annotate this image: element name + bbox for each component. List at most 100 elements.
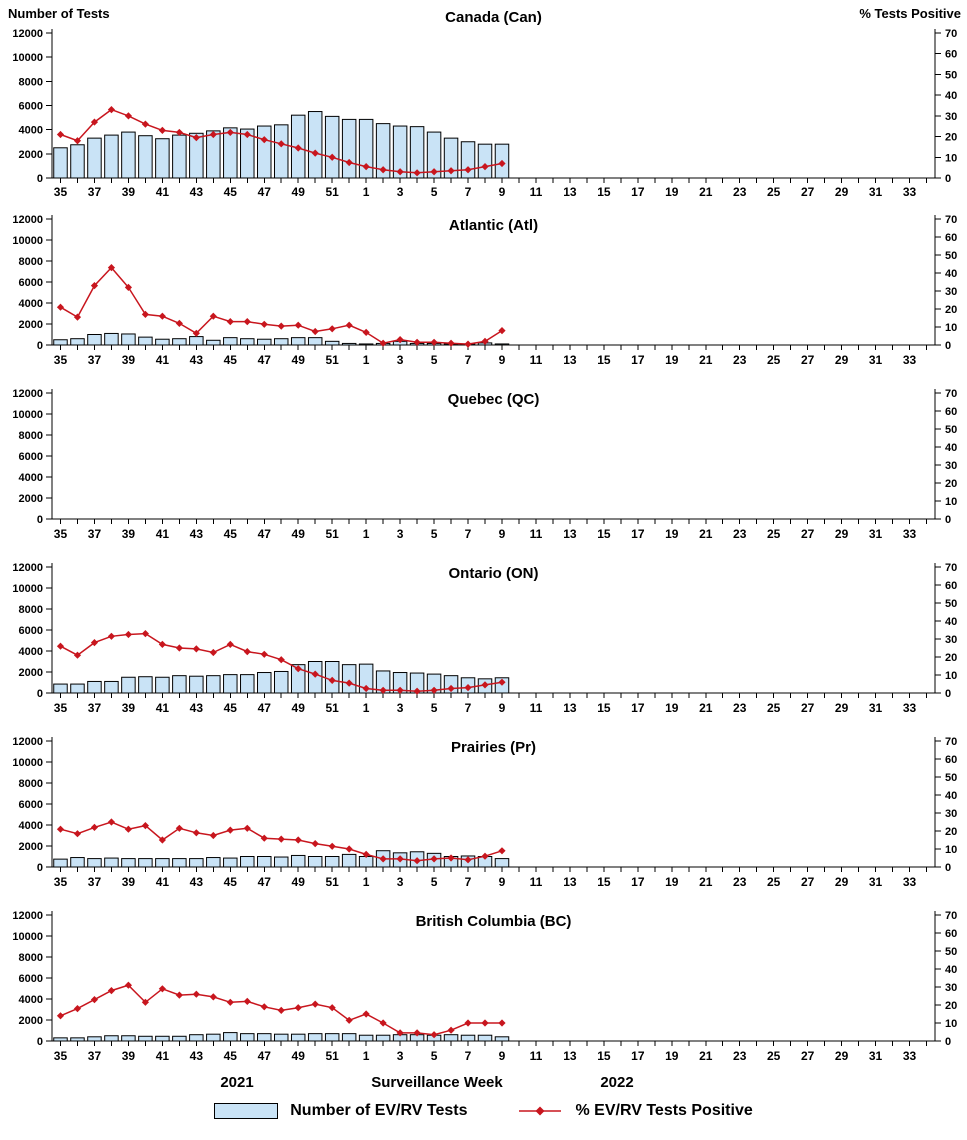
x-tick-label: 49 — [292, 527, 306, 541]
line-marker-week-46 — [243, 318, 251, 326]
x-tick-label: 17 — [631, 701, 645, 715]
line-marker-week-7 — [464, 1019, 472, 1027]
y-right-tick-label: 10 — [945, 1018, 957, 1030]
line-marker-week-44 — [209, 648, 217, 657]
line-marker-week-40 — [141, 998, 149, 1006]
line-marker-week-43 — [192, 134, 200, 142]
bar-week-37 — [87, 858, 102, 868]
bar-week-38 — [104, 680, 119, 694]
axes — [51, 737, 936, 868]
legend: Number of EV/RV Tests % EV/RV Tests Posi… — [0, 1102, 967, 1120]
x-tick-label: 15 — [597, 527, 611, 541]
x-tick-label: 1 — [363, 875, 370, 889]
line-marker-week-1 — [362, 1010, 370, 1018]
bar-week-41 — [155, 138, 170, 179]
bar-week-41 — [155, 676, 170, 694]
bar-week-38 — [104, 332, 119, 346]
x-tick-label: 35 — [54, 1049, 68, 1063]
line-marker-week-43 — [192, 990, 200, 998]
y-left-tick-label: 0 — [37, 340, 43, 352]
x-tick-label: 1 — [363, 353, 370, 367]
x-tick-label: 23 — [733, 527, 747, 541]
bar-week-9 — [494, 343, 510, 346]
line-path — [60, 266, 503, 345]
bar-week-45 — [223, 674, 238, 694]
y-right-tick-label: 40 — [945, 790, 957, 802]
x-tick-label: 23 — [733, 701, 747, 715]
bar-week-36 — [70, 338, 85, 346]
bar-week-35 — [53, 1037, 68, 1042]
x-tick-label: 35 — [54, 353, 68, 367]
line-marker-week-1 — [362, 328, 370, 336]
line-marker-week-1 — [362, 684, 370, 693]
bar-week-6 — [443, 1034, 459, 1042]
line-marker-week-4 — [413, 1029, 421, 1037]
x-tick-label: 33 — [903, 875, 917, 889]
x-tick-label: 41 — [156, 353, 170, 367]
x-tick-label: 31 — [869, 527, 883, 541]
y-right-tick-label: 70 — [945, 388, 957, 400]
y-left-tick-label: 2000 — [19, 667, 43, 679]
y-left-tick-label: 2000 — [19, 841, 43, 853]
x-tick-label: 51 — [326, 701, 340, 715]
bar-week-47 — [257, 125, 272, 179]
x-tick-label: 37 — [88, 527, 102, 541]
legend-line-label: % EV/RV Tests Positive — [575, 1102, 753, 1119]
x-tick-label: 9 — [499, 875, 506, 889]
line-marker-week-39 — [124, 112, 133, 120]
bar-week-48 — [273, 338, 289, 346]
y-left-tick-label: 12000 — [12, 910, 43, 922]
line-marker-week-47 — [260, 1003, 268, 1011]
y-right-tick-label: 0 — [945, 1036, 951, 1048]
x-axis: 35 37 39 41 43 45 47 49 51 1 3 5 7 9 11 13 15 17 19 21 23 25 2… — [54, 1041, 928, 1063]
x-tick-label: 37 — [88, 185, 102, 199]
bar-week-39 — [121, 131, 136, 179]
line-marker-week-52 — [345, 321, 353, 329]
y-left-tick-label: 8000 — [19, 256, 43, 268]
bar-week-37 — [87, 680, 102, 694]
x-tick-label: 21 — [699, 1049, 713, 1063]
line-marker-week-43 — [192, 829, 200, 837]
y-right-tick-label: 10 — [945, 152, 957, 164]
x-tick-label: 9 — [499, 527, 506, 541]
panel-title-ontario: Ontario (ON) — [449, 565, 539, 582]
line-marker-week-51 — [328, 325, 336, 333]
line-marker-week-44 — [209, 993, 217, 1001]
x-axis: 35 37 39 41 43 45 47 49 51 1 3 5 7 9 11 13 15 17 19 21 23 25 2… — [54, 345, 928, 367]
bar-week-45 — [223, 337, 238, 346]
y-left-tick-label: 10000 — [12, 583, 43, 595]
y-right-tick-label: 20 — [945, 826, 957, 838]
line-marker-week-6 — [447, 1026, 455, 1034]
x-tick-label: 33 — [903, 185, 917, 199]
x-tick-label: 19 — [665, 185, 679, 199]
x-tick-label: 9 — [499, 701, 506, 715]
panel-atlantic: 0 2000 4000 6000 8000 10000 12000 0 10 20 30 40 50 60… — [0, 206, 967, 380]
line-marker-week-3 — [396, 686, 404, 694]
x-tick-label: 39 — [122, 353, 136, 367]
line-marker-week-47 — [260, 834, 268, 842]
line-marker-week-51 — [328, 153, 336, 161]
x-tick-label: 49 — [292, 353, 306, 367]
x-tick-label: 5 — [431, 875, 438, 889]
y-right-tick-label: 70 — [945, 214, 957, 226]
x-tick-label: 19 — [665, 1049, 679, 1063]
x-tick-label: 7 — [465, 701, 472, 715]
bar-week-37 — [87, 137, 102, 179]
x-tick-label: 19 — [665, 527, 679, 541]
y-left-tick-label: 10000 — [12, 757, 43, 769]
bar-week-44 — [206, 857, 221, 868]
x-tick-label: 7 — [465, 1049, 472, 1063]
bar-week-6 — [443, 137, 459, 179]
y-axis-left: 0 2000 4000 6000 8000 10000 12000 — [12, 910, 52, 1048]
y-left-tick-label: 8000 — [19, 430, 43, 442]
x-tick-label: 11 — [530, 527, 543, 541]
line-marker-week-39 — [124, 630, 133, 639]
line-marker-week-50 — [311, 1000, 319, 1008]
y-axis-left: 0 2000 4000 6000 8000 10000 12000 — [12, 562, 52, 700]
bar-week-38 — [104, 857, 119, 868]
bar-week-46 — [240, 674, 255, 694]
y-right-tick-label: 10 — [945, 670, 957, 682]
y-right-tick-label: 20 — [945, 132, 957, 144]
y-right-tick-label: 0 — [945, 173, 951, 185]
x-tick-label: 15 — [597, 185, 611, 199]
